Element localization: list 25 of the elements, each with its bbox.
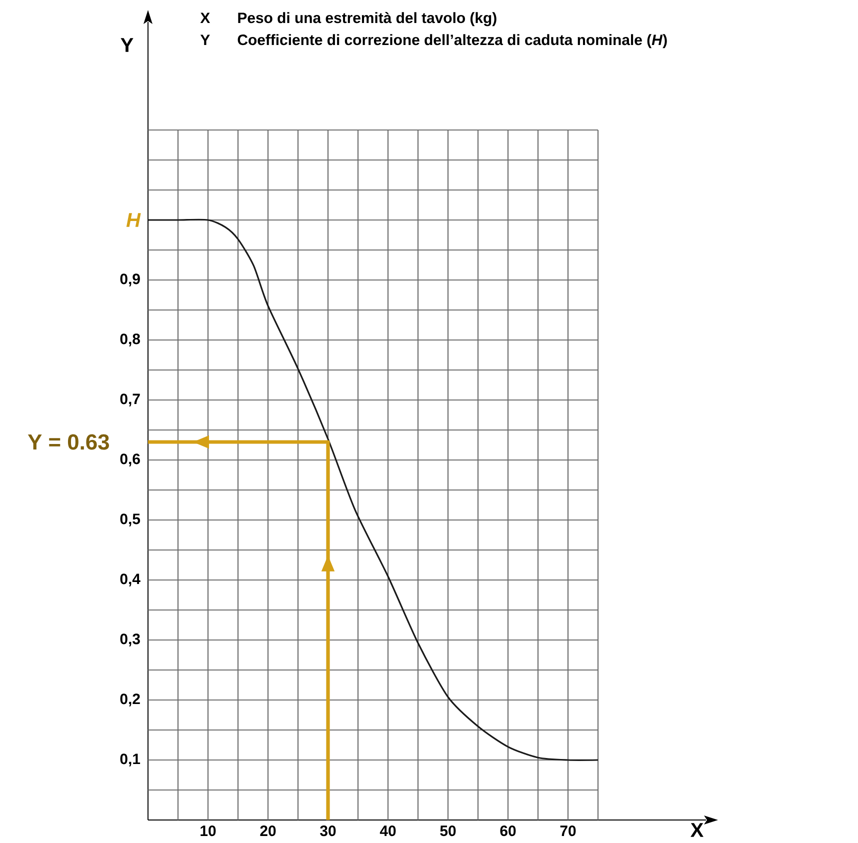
x-axis-title: X — [690, 823, 704, 837]
y-tick-label: 0,3 — [120, 634, 140, 646]
x-tick-label: 20 — [260, 826, 276, 836]
x-tick-label: 60 — [500, 826, 516, 836]
annotation: Peso di una estremità del tavolo (kg) — [238, 12, 496, 26]
y-tick-label: 0,9 — [120, 274, 140, 286]
y-tick-label: 0,8 — [120, 334, 140, 346]
y-tick-label: 0,5 — [120, 514, 140, 526]
y-tick-label: 0,7 — [120, 394, 140, 406]
y-axis-title: Y — [120, 38, 134, 52]
x-tick-label: 10 — [200, 826, 216, 836]
annotation: Y = 0.63 — [28, 434, 109, 450]
annotation: X — [200, 12, 210, 23]
annotation: Y — [200, 34, 210, 45]
y-tick-label: 0,1 — [120, 754, 140, 766]
x-tick-label: 70 — [560, 826, 576, 836]
x-tick-label: 30 — [320, 826, 336, 836]
y-tick-label: H — [126, 213, 141, 227]
y-tick-label: 0,4 — [120, 574, 140, 586]
y-tick-label: 0,2 — [120, 694, 140, 706]
line-series — [147, 218, 599, 761]
x-tick-label: 40 — [380, 826, 396, 836]
x-tick-label: 50 — [440, 826, 456, 836]
y-tick-label: 0,6 — [120, 454, 140, 466]
annotation: Coefficiente di correzione dell’altezza di caduta nominale (H) — [238, 34, 667, 48]
